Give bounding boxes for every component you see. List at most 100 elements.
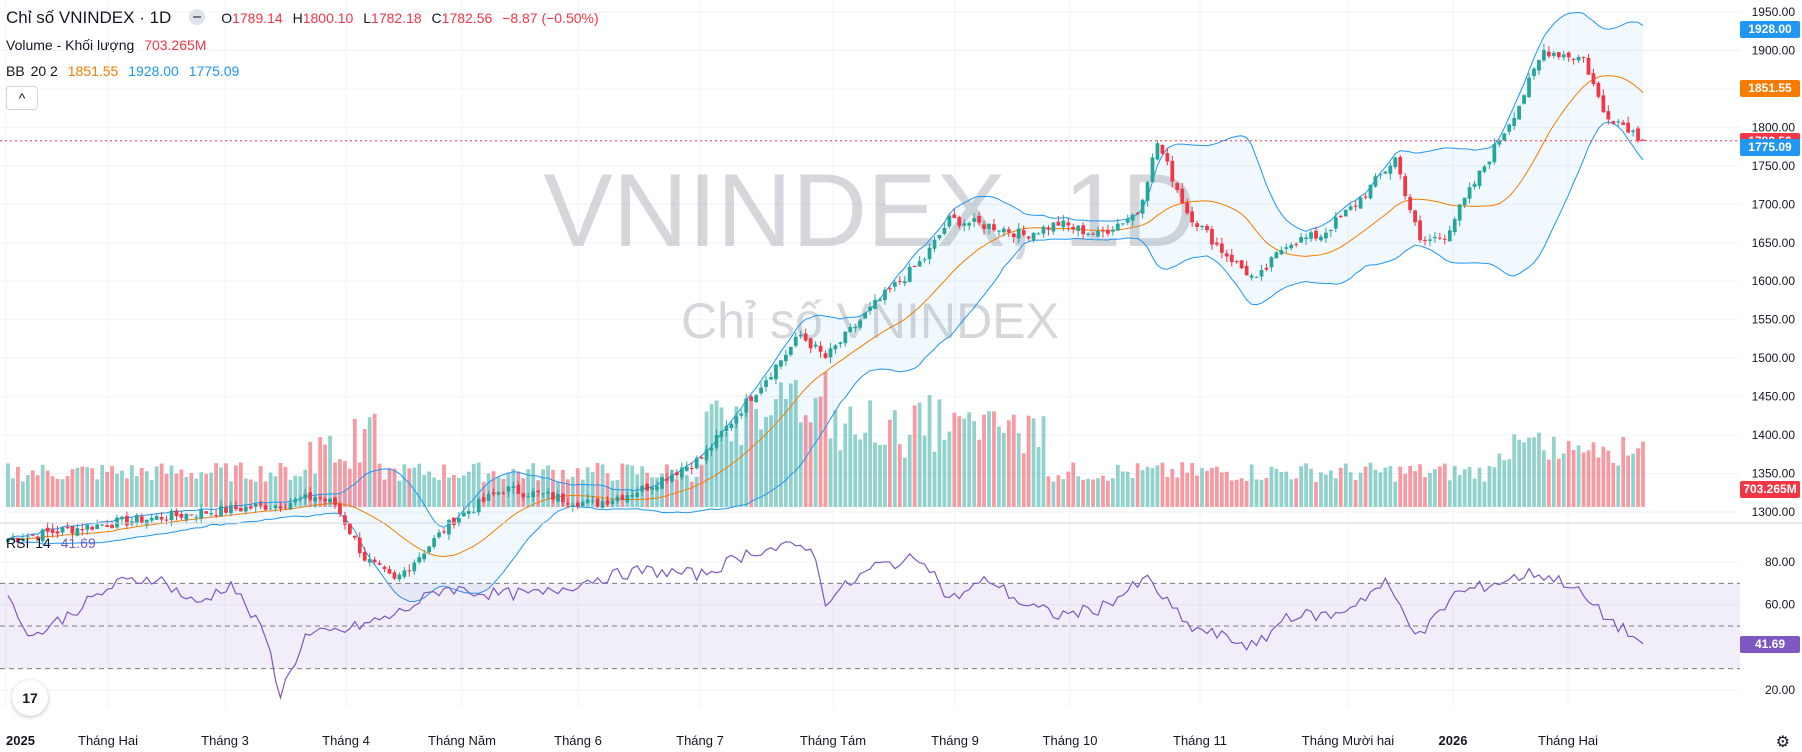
symbol-title[interactable]: Chỉ số VNINDEX · 1D bbox=[6, 8, 172, 27]
volume-bar bbox=[85, 467, 90, 507]
volume-bar bbox=[278, 462, 283, 507]
volume-bar bbox=[452, 474, 456, 507]
candle-body bbox=[1616, 121, 1621, 123]
volume-bar bbox=[397, 480, 402, 507]
open-label: O bbox=[221, 10, 233, 26]
candle-body bbox=[1061, 220, 1066, 228]
candle-body bbox=[1259, 269, 1264, 277]
time-tick-label: Tháng 11 bbox=[1173, 733, 1227, 748]
candle-body bbox=[1185, 202, 1190, 214]
candle-body bbox=[75, 528, 80, 536]
volume-bar bbox=[1388, 466, 1393, 507]
candle-body bbox=[1031, 232, 1036, 240]
candle-body bbox=[1398, 156, 1403, 175]
volume-bar bbox=[1601, 446, 1606, 507]
candle-body bbox=[1581, 56, 1586, 58]
volume-bar bbox=[952, 412, 957, 507]
rsi-legend[interactable]: RSI 14 41.69 bbox=[6, 535, 96, 551]
candle-body bbox=[684, 466, 689, 471]
volume-bar bbox=[1487, 466, 1492, 507]
candle-body bbox=[1497, 141, 1502, 145]
volume-bar bbox=[1442, 463, 1447, 507]
volume-bar bbox=[843, 423, 848, 507]
time-tick-label: Tháng Tám bbox=[800, 733, 866, 748]
volume-bar bbox=[407, 468, 412, 507]
volume-bar bbox=[50, 476, 55, 507]
volume-bar bbox=[1309, 468, 1313, 507]
volume-bar bbox=[982, 414, 986, 507]
candle-body bbox=[1363, 196, 1368, 198]
candle-body bbox=[50, 529, 55, 533]
candle-body bbox=[308, 492, 313, 500]
low-label: L bbox=[363, 10, 372, 26]
candle-body bbox=[1086, 233, 1090, 236]
candle-body bbox=[1041, 226, 1046, 234]
candle-body bbox=[952, 214, 957, 219]
candle-body bbox=[253, 504, 258, 507]
volume-bar bbox=[273, 476, 278, 507]
volume-bar bbox=[243, 478, 248, 507]
candle-body bbox=[1309, 232, 1313, 239]
volume-bar bbox=[1031, 418, 1036, 507]
candle-body bbox=[417, 557, 422, 563]
candle-body bbox=[888, 288, 892, 290]
collapse-legend-button[interactable]: ^ bbox=[6, 86, 38, 110]
candle-body bbox=[159, 517, 164, 520]
candle-body bbox=[372, 559, 377, 562]
price-tick-label: 1900.00 bbox=[1752, 43, 1796, 57]
rsi-param: 14 bbox=[35, 535, 51, 551]
volume-bar bbox=[288, 480, 293, 507]
volume-bar bbox=[1130, 477, 1135, 507]
candle-body bbox=[1269, 257, 1274, 268]
candle-body bbox=[1205, 225, 1209, 231]
candle-body bbox=[1601, 95, 1606, 113]
candle-body bbox=[1467, 187, 1472, 199]
candle-body bbox=[595, 498, 600, 507]
volume-bar bbox=[620, 463, 625, 507]
candle-body bbox=[858, 320, 863, 328]
candle-body bbox=[16, 537, 20, 542]
volume-bar bbox=[1586, 450, 1591, 507]
price-badge: 1851.55 bbox=[1740, 79, 1800, 97]
volume-bar bbox=[1551, 436, 1556, 507]
volume-bar bbox=[1383, 467, 1388, 507]
volume-bar bbox=[1219, 472, 1224, 507]
volume-bar bbox=[1259, 479, 1264, 507]
candle-body bbox=[402, 570, 407, 577]
volume-bar bbox=[992, 411, 996, 507]
volume-bar bbox=[833, 410, 838, 507]
candle-body bbox=[204, 511, 209, 514]
volume-bar bbox=[1368, 462, 1373, 507]
candle-body bbox=[1482, 166, 1487, 172]
candle-body bbox=[734, 416, 739, 424]
candle-body bbox=[333, 497, 337, 505]
volume-bar bbox=[932, 451, 937, 507]
volume-bar bbox=[159, 463, 164, 507]
candle-body bbox=[541, 493, 545, 495]
tradingview-logo-icon[interactable]: 17 bbox=[12, 680, 48, 716]
bb-legend[interactable]: BB 20 2 1851.55 1928.00 1775.09 bbox=[6, 63, 239, 79]
candle-body bbox=[184, 513, 189, 520]
volume-bar bbox=[169, 465, 174, 507]
volume-bar bbox=[1021, 453, 1026, 507]
candle-body bbox=[833, 345, 838, 350]
volume-bar bbox=[892, 410, 897, 507]
volume-bar bbox=[234, 465, 238, 507]
volume-bar bbox=[1264, 477, 1269, 507]
volume-bar bbox=[1185, 472, 1190, 507]
volume-bar bbox=[962, 418, 967, 507]
volume-bar bbox=[134, 476, 139, 507]
candle-body bbox=[1596, 82, 1601, 97]
gear-icon[interactable]: ⚙ bbox=[1775, 734, 1790, 751]
candle-body bbox=[1299, 237, 1304, 243]
volume-bar bbox=[1616, 465, 1621, 507]
volume-legend[interactable]: Volume - Khối lượng 703.265M bbox=[6, 37, 206, 53]
volume-bar bbox=[580, 479, 585, 507]
volume-bar bbox=[1195, 475, 1199, 507]
volume-bar bbox=[694, 476, 699, 507]
volume-bar bbox=[25, 475, 30, 507]
price-tick-label: 1950.00 bbox=[1752, 5, 1796, 19]
time-tick-label: Tháng 10 bbox=[1043, 733, 1098, 748]
candle-body bbox=[942, 227, 947, 234]
